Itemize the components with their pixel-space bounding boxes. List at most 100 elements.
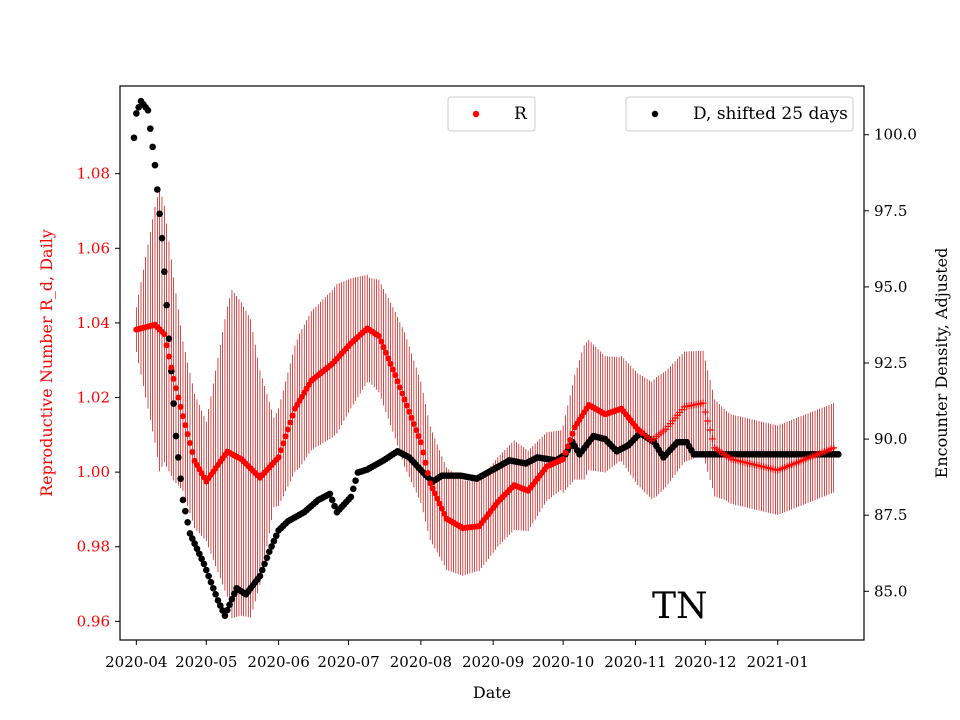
r-point	[389, 366, 396, 373]
x-tick-label: 2020-12	[674, 653, 736, 671]
d-point	[331, 502, 338, 510]
legend-r-box	[447, 96, 536, 132]
d-point	[149, 143, 156, 151]
left-y-tick-label: 1.00	[77, 463, 110, 481]
d-point	[175, 454, 182, 461]
r-point	[422, 459, 429, 466]
left-y-tick-label: 0.98	[77, 538, 110, 556]
r-point	[189, 448, 196, 455]
d-point	[177, 475, 184, 482]
d-point	[212, 591, 219, 598]
d-point	[170, 400, 177, 407]
d-point	[191, 540, 198, 547]
r-point	[417, 439, 424, 446]
d-point	[209, 584, 217, 592]
r-point	[399, 390, 406, 397]
r-point	[708, 435, 716, 443]
legend-d-box	[625, 96, 854, 132]
d-point	[214, 597, 222, 604]
d-point	[184, 519, 191, 526]
d-point	[207, 578, 215, 586]
left-y-tick-label: 1.04	[77, 314, 110, 332]
d-point	[161, 268, 168, 275]
right-y-axis-label: Encounter Density, Adjusted	[932, 248, 951, 479]
r-point	[168, 364, 175, 371]
r-point	[175, 394, 182, 401]
legend-r: R	[447, 96, 536, 132]
r-point	[375, 332, 382, 339]
d-point	[133, 110, 140, 117]
d-point	[144, 107, 152, 114]
r-point	[436, 500, 443, 507]
r-point	[562, 449, 569, 456]
r-point	[431, 490, 438, 497]
r-point	[392, 372, 399, 379]
r-point	[704, 417, 712, 425]
left-y-axis: 0.96 0.98 1.00 1.02 1.04 1.06 1.08	[77, 165, 120, 630]
left-y-tick-label: 1.08	[77, 165, 110, 183]
d-point	[326, 490, 334, 498]
r-point	[701, 408, 709, 416]
r-point	[287, 419, 294, 426]
r-point	[161, 331, 168, 338]
d-point	[154, 186, 161, 193]
r-point	[406, 408, 413, 415]
right-y-tick-label: 85.0	[874, 582, 907, 600]
r-point	[172, 385, 179, 392]
right-y-tick-label: 100.0	[874, 126, 917, 144]
d-point	[193, 545, 201, 552]
d-point	[216, 602, 224, 609]
r-point	[408, 414, 415, 421]
d-point	[205, 572, 212, 580]
r-point	[275, 454, 282, 461]
d-point	[147, 125, 154, 132]
r-point	[184, 431, 191, 438]
d-point	[163, 301, 170, 309]
left-y-tick-label: 0.96	[77, 612, 110, 630]
d-point	[328, 496, 336, 504]
r-point	[396, 384, 403, 391]
series-d-layer	[130, 97, 842, 619]
d-point	[198, 555, 205, 563]
d-point	[228, 595, 236, 603]
r-point	[163, 342, 170, 349]
d-point	[352, 477, 359, 484]
r-point	[424, 470, 431, 477]
d-point	[165, 335, 173, 342]
d-point	[835, 451, 842, 458]
r-point	[165, 353, 172, 360]
left-y-axis-label: Reproductive Number R_d, Daily	[37, 229, 56, 497]
r-point	[387, 360, 394, 367]
right-y-tick-label: 95.0	[874, 278, 907, 296]
r-point	[427, 480, 434, 487]
d-point	[186, 530, 194, 537]
d-point	[223, 606, 231, 614]
r-point	[170, 375, 177, 382]
left-y-tick-label: 1.06	[77, 239, 110, 257]
r-point	[420, 449, 427, 456]
d-point	[265, 548, 273, 556]
d-point	[261, 560, 268, 568]
r-point	[378, 338, 385, 345]
r-point	[410, 420, 417, 427]
left-y-tick-label: 1.02	[77, 389, 110, 407]
x-tick-label: 2020-09	[462, 653, 524, 671]
r-point	[706, 426, 714, 434]
right-y-tick-label: 87.5	[874, 506, 907, 524]
d-point	[182, 507, 189, 515]
state-annotation: TN	[652, 586, 708, 627]
r-point	[699, 399, 707, 407]
r-point	[282, 433, 289, 440]
d-point	[256, 572, 264, 580]
r-point	[401, 396, 408, 403]
x-tick-label: 2020-06	[247, 653, 309, 671]
r-point	[415, 433, 422, 440]
x-tick-label: 2020-05	[175, 653, 237, 671]
x-tick-label: 2020-07	[317, 653, 379, 671]
d-point	[230, 590, 238, 598]
d-point	[189, 535, 196, 542]
r-point	[177, 403, 184, 410]
right-y-tick-label: 90.0	[874, 430, 907, 448]
d-point	[221, 612, 229, 619]
